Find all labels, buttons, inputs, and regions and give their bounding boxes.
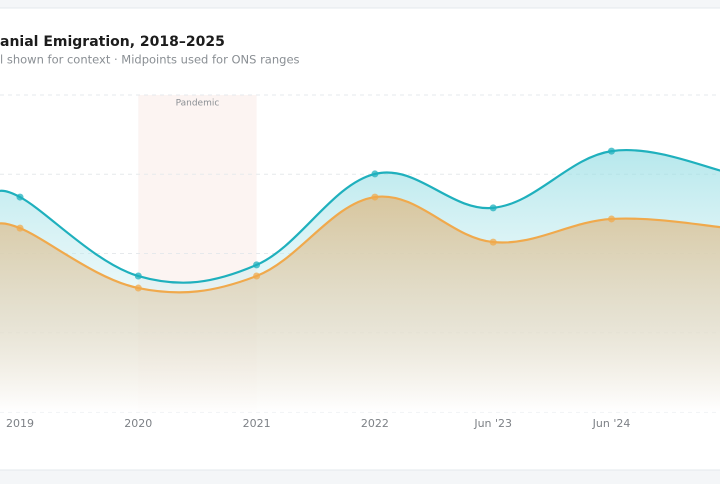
point <box>371 170 379 178</box>
point <box>489 238 497 246</box>
x-tick-label: 2021 <box>243 417 271 430</box>
point <box>16 224 24 232</box>
chart-title: anial Emigration, 2018–2025 <box>0 34 225 50</box>
x-tick-label: 2019 <box>6 417 34 430</box>
point <box>489 204 497 212</box>
x-tick-label: Jun '23 <box>473 417 512 430</box>
point <box>16 193 24 201</box>
x-tick-label: Jun '24 <box>592 417 631 430</box>
point <box>608 147 615 155</box>
point <box>134 272 142 280</box>
annotation-label: Pandemic <box>176 99 220 109</box>
point <box>608 215 615 223</box>
point <box>253 272 261 280</box>
point <box>134 284 142 292</box>
point <box>371 193 379 201</box>
line <box>0 195 720 294</box>
point <box>253 261 261 269</box>
x-tick-label: 2020 <box>124 417 152 430</box>
x-tick-label: 2022 <box>361 417 389 430</box>
area <box>0 196 720 412</box>
line <box>0 149 720 284</box>
chart-subtitle: l shown for context · Midpoints used for… <box>0 53 300 67</box>
